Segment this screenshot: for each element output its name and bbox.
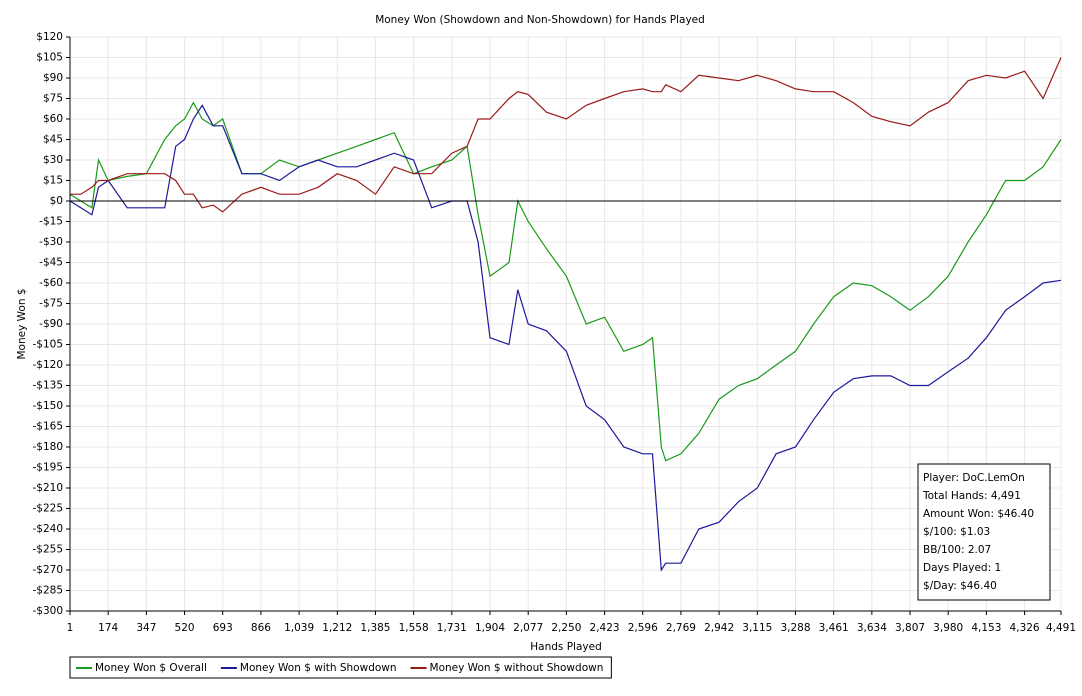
series-line — [69, 101, 1062, 462]
y-tick-label: $30 — [43, 154, 63, 166]
x-tick-label: 3,461 — [819, 622, 849, 634]
y-tick-label: -$150 — [32, 400, 63, 412]
series-line — [70, 57, 1062, 213]
x-tick-label: 4,326 — [1010, 622, 1040, 634]
legend-label: Money Won $ without Showdown — [430, 662, 604, 674]
chart-title: Money Won (Showdown and Non-Showdown) fo… — [375, 14, 705, 26]
y-tick-label: $105 — [36, 52, 63, 64]
y-tick-label: -$195 — [32, 462, 63, 474]
y-tick-label: -$300 — [32, 605, 63, 617]
y-tick-label: -$75 — [39, 298, 63, 310]
x-tick-label: 3,288 — [780, 622, 810, 634]
y-tick-label: -$180 — [32, 441, 63, 453]
y-tick-label: $45 — [43, 134, 63, 146]
x-tick-label: 1,731 — [437, 622, 467, 634]
y-tick-label: $90 — [43, 72, 63, 84]
x-tick-label: 3,115 — [742, 622, 772, 634]
y-axis-title: Money Won $ — [16, 288, 28, 359]
info-line: $/Day: $46.40 — [923, 580, 997, 592]
y-tick-label: $0 — [50, 195, 63, 207]
x-tick-label: 2,077 — [513, 622, 543, 634]
y-tick-label: $15 — [43, 175, 63, 187]
info-box: Player: DoC.LemOn Total Hands: 4,491 Amoun… — [917, 463, 1051, 601]
x-tick-label: 1,904 — [475, 622, 505, 634]
x-tick-label: 1,212 — [322, 622, 352, 634]
info-line: Days Played: 1 — [923, 562, 1001, 574]
x-axis-title: Hands Played — [530, 641, 601, 653]
x-tick-label: 693 — [213, 622, 233, 634]
x-tick-label: 1,039 — [284, 622, 314, 634]
y-tick-label: -$240 — [32, 523, 63, 535]
y-tick-label: -$135 — [32, 380, 63, 392]
x-tick-label: 3,980 — [933, 622, 963, 634]
x-tick-label: 2,596 — [628, 622, 658, 634]
y-tick-label: -$60 — [39, 277, 63, 289]
x-tick-label: 2,769 — [666, 622, 696, 634]
info-line: Amount Won: $46.40 — [923, 508, 1034, 520]
y-tick-label: -$225 — [32, 503, 63, 515]
x-tick-label: 2,423 — [590, 622, 620, 634]
x-tick-label: 520 — [175, 622, 195, 634]
x-tick-label: 4,153 — [971, 622, 1001, 634]
legend-frame — [69, 656, 612, 679]
x-tick-label: 174 — [98, 622, 118, 634]
y-tick-label: -$30 — [39, 236, 63, 248]
y-tick-label: -$285 — [32, 585, 63, 597]
y-tick-label: $60 — [43, 113, 63, 125]
legend: Money Won $ Overall Money Won $ with Show… — [69, 656, 612, 679]
info-line: BB/100: 2.07 — [923, 544, 991, 556]
axes: $120 $105 $90 $75 $60 $45 $30 $15 $0 -$15 -$30 -$45… — [32, 31, 1076, 634]
y-tick-label: -$270 — [32, 564, 63, 576]
info-line: Total Hands: 4,491 — [922, 490, 1021, 502]
x-tick-label: 3,634 — [857, 622, 887, 634]
y-tick-label: -$90 — [39, 318, 63, 330]
y-tick-label: -$210 — [32, 482, 63, 494]
x-tick-label: 3,807 — [895, 622, 925, 634]
series-line — [69, 104, 1062, 572]
info-line: $/100: $1.03 — [923, 526, 990, 538]
y-tick-label: -$165 — [32, 421, 63, 433]
lines — [69, 57, 1062, 572]
x-tick-label: 347 — [136, 622, 156, 634]
x-tick-label: 2,250 — [551, 622, 581, 634]
info-box-frame — [917, 463, 1051, 601]
y-tick-label: -$45 — [39, 257, 63, 269]
x-tick-label: 1,558 — [399, 622, 429, 634]
x-tick-label: 2,942 — [704, 622, 734, 634]
legend-label: Money Won $ Overall — [95, 662, 207, 674]
y-tick-label: -$105 — [32, 339, 63, 351]
legend-label: Money Won $ with Showdown — [240, 662, 397, 674]
x-tick-label: 866 — [251, 622, 271, 634]
x-tick-label: 4,491 — [1046, 622, 1076, 634]
x-tick-label: 1,385 — [360, 622, 390, 634]
x-tick-label: 1 — [67, 622, 74, 634]
y-tick-label: -$120 — [32, 359, 63, 371]
y-tick-label: -$15 — [39, 216, 63, 228]
y-tick-label: $120 — [36, 31, 63, 43]
y-tick-label: -$255 — [32, 544, 63, 556]
info-line: Player: DoC.LemOn — [923, 472, 1025, 484]
y-tick-label: $75 — [43, 93, 63, 105]
